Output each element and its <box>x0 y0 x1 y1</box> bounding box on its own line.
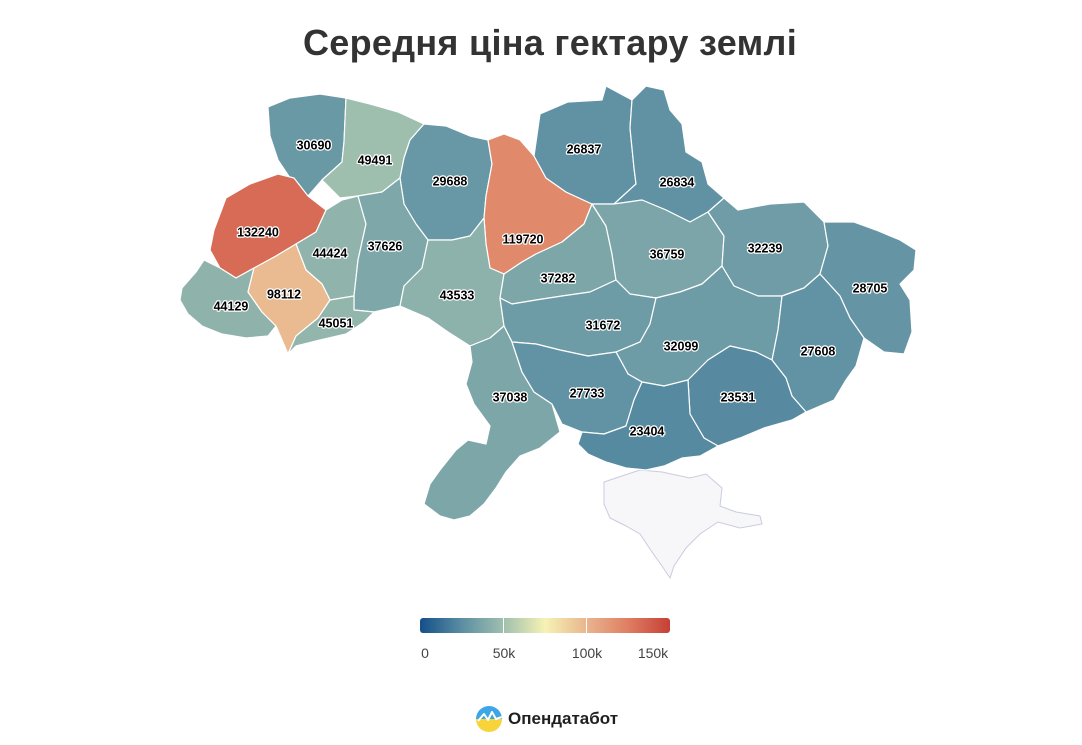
opendatabot-logo-icon <box>476 706 502 732</box>
label-kirovohrad: 31672 <box>586 318 621 332</box>
label-chernihiv: 26837 <box>567 142 602 156</box>
label-khmelnytskyi: 37626 <box>368 239 403 253</box>
label-chernivtsi: 45051 <box>319 316 354 330</box>
legend-label-100k: 100k <box>571 645 603 661</box>
label-dnipropetrovsk: 32099 <box>664 339 699 353</box>
label-luhansk: 28705 <box>853 281 888 295</box>
label-poltava: 36759 <box>650 247 685 261</box>
legend-label-50k: 50k <box>492 645 516 661</box>
label-ivano-frankivsk: 98112 <box>267 287 301 301</box>
region-kherson[interactable] <box>577 379 719 471</box>
color-scale-legend: 0 50k 100k 150k <box>420 618 670 668</box>
brand-footer[interactable]: Опендатабот <box>476 705 618 733</box>
legend-label-150k: 150k <box>637 645 669 661</box>
legend-label-0: 0 <box>421 645 429 661</box>
label-mykolaiv: 27733 <box>570 386 605 400</box>
label-kherson: 23404 <box>630 424 665 438</box>
label-sumy: 26834 <box>660 175 695 189</box>
label-zakarpattia: 44129 <box>214 299 249 313</box>
color-scale-bar <box>420 618 670 633</box>
label-donetsk: 27608 <box>801 344 836 358</box>
label-kharkiv: 32239 <box>748 241 783 255</box>
label-volyn: 30690 <box>297 138 332 152</box>
region-chernivtsi[interactable] <box>287 295 375 355</box>
label-odesa: 37038 <box>493 390 528 404</box>
label-cherkasy: 37282 <box>541 271 576 285</box>
brand-name: Опендатабот <box>508 709 619 728</box>
legend-tick <box>503 618 504 633</box>
label-vinnytsia: 43533 <box>440 288 475 302</box>
region-crimea <box>603 469 763 580</box>
label-ternopil: 44424 <box>313 246 348 260</box>
label-kyiv-oblast: 119720 <box>502 232 543 246</box>
label-zaporizhzhia: 23531 <box>721 390 756 404</box>
label-zhytomyr: 29688 <box>433 174 468 188</box>
label-lviv: 132240 <box>237 225 279 239</box>
label-rivne: 49491 <box>358 153 393 167</box>
legend-tick <box>586 618 587 633</box>
chart-title: Середня ціна гектару землі <box>302 22 798 63</box>
